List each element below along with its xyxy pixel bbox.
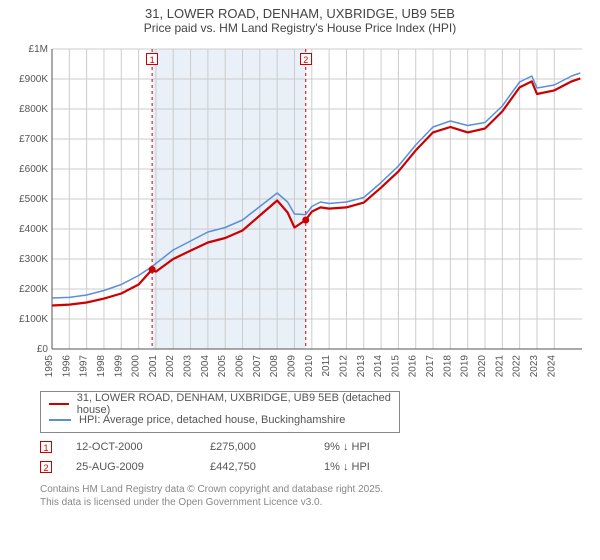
title-subtitle: Price paid vs. HM Land Registry's House … (10, 21, 590, 35)
legend: 31, LOWER ROAD, DENHAM, UXBRIDGE, UB9 5E… (40, 391, 400, 433)
sale-list: 1 12-OCT-2000 £275,000 9% ↓ HPI 2 25-AUG-2009… (40, 437, 588, 477)
sale-date: 25-AUG-2009 (76, 461, 186, 473)
title-address: 31, LOWER ROAD, DENHAM, UXBRIDGE, UB9 5E… (10, 6, 590, 21)
svg-text:£600K: £600K (19, 164, 48, 175)
svg-text:2020: 2020 (477, 355, 488, 378)
svg-text:2006: 2006 (235, 355, 246, 378)
legend-item: HPI: Average price, detached house, Buck… (49, 412, 391, 428)
svg-text:2016: 2016 (408, 355, 419, 378)
svg-text:2008: 2008 (269, 355, 280, 378)
svg-text:£700K: £700K (19, 134, 48, 145)
chart-title: 31, LOWER ROAD, DENHAM, UXBRIDGE, UB9 5E… (0, 0, 600, 39)
svg-text:£200K: £200K (19, 284, 48, 295)
svg-text:£0: £0 (37, 344, 49, 355)
svg-text:2002: 2002 (165, 355, 176, 378)
svg-text:£1M: £1M (29, 44, 48, 55)
sale-date: 12-OCT-2000 (76, 441, 186, 453)
svg-text:2022: 2022 (512, 355, 523, 378)
sale-marker-icon: 2 (40, 461, 52, 473)
svg-text:2010: 2010 (304, 355, 315, 378)
svg-text:2017: 2017 (425, 355, 436, 378)
svg-text:2011: 2011 (321, 355, 332, 377)
svg-text:2009: 2009 (286, 355, 297, 378)
svg-text:£100K: £100K (19, 314, 48, 325)
svg-text:1999: 1999 (113, 355, 124, 378)
svg-text:1998: 1998 (96, 355, 107, 378)
svg-text:£900K: £900K (19, 74, 48, 85)
svg-text:2015: 2015 (390, 355, 401, 378)
attribution: Contains HM Land Registry data © Crown c… (40, 483, 588, 509)
sale-diff: 1% ↓ HPI (324, 461, 370, 473)
legend-label: 31, LOWER ROAD, DENHAM, UXBRIDGE, UB9 5E… (77, 392, 391, 416)
svg-text:2003: 2003 (183, 355, 194, 378)
svg-text:2005: 2005 (217, 355, 228, 378)
svg-text:1996: 1996 (61, 355, 72, 378)
svg-text:2024: 2024 (546, 355, 557, 378)
sale-diff: 9% ↓ HPI (324, 441, 370, 453)
svg-text:2018: 2018 (442, 355, 453, 378)
svg-text:1997: 1997 (79, 355, 90, 378)
sale-marker-1: 1 (146, 53, 158, 65)
svg-text:2023: 2023 (529, 355, 540, 378)
svg-text:£300K: £300K (19, 254, 48, 265)
svg-text:2019: 2019 (460, 355, 471, 378)
svg-text:2001: 2001 (148, 355, 159, 378)
svg-text:2004: 2004 (200, 355, 211, 378)
svg-text:£500K: £500K (19, 194, 48, 205)
legend-label: HPI: Average price, detached house, Buck… (79, 414, 345, 426)
svg-text:2013: 2013 (356, 355, 367, 378)
sale-marker-2: 2 (300, 53, 312, 65)
svg-text:2021: 2021 (494, 355, 505, 378)
sale-row: 2 25-AUG-2009 £442,750 1% ↓ HPI (40, 457, 588, 477)
footer-line1: Contains HM Land Registry data © Crown c… (40, 483, 588, 496)
legend-item: 31, LOWER ROAD, DENHAM, UXBRIDGE, UB9 5E… (49, 396, 391, 412)
svg-text:2007: 2007 (252, 355, 263, 378)
price-chart: £0 £100K £200K £300K £400K £500K £600K £700K £80… (10, 43, 590, 383)
sale-price: £275,000 (210, 441, 300, 453)
sale-row: 1 12-OCT-2000 £275,000 9% ↓ HPI (40, 437, 588, 457)
svg-text:2000: 2000 (131, 355, 142, 378)
svg-text:2014: 2014 (373, 355, 384, 378)
svg-text:2012: 2012 (338, 355, 349, 378)
legend-swatch (49, 403, 69, 405)
sale-marker-icon: 1 (40, 441, 52, 453)
svg-text:1995: 1995 (44, 355, 55, 378)
footer-line2: This data is licensed under the Open Gov… (40, 496, 588, 509)
legend-swatch (49, 419, 71, 421)
svg-text:£800K: £800K (19, 104, 48, 115)
sale-price: £442,750 (210, 461, 300, 473)
svg-text:£400K: £400K (19, 224, 48, 235)
